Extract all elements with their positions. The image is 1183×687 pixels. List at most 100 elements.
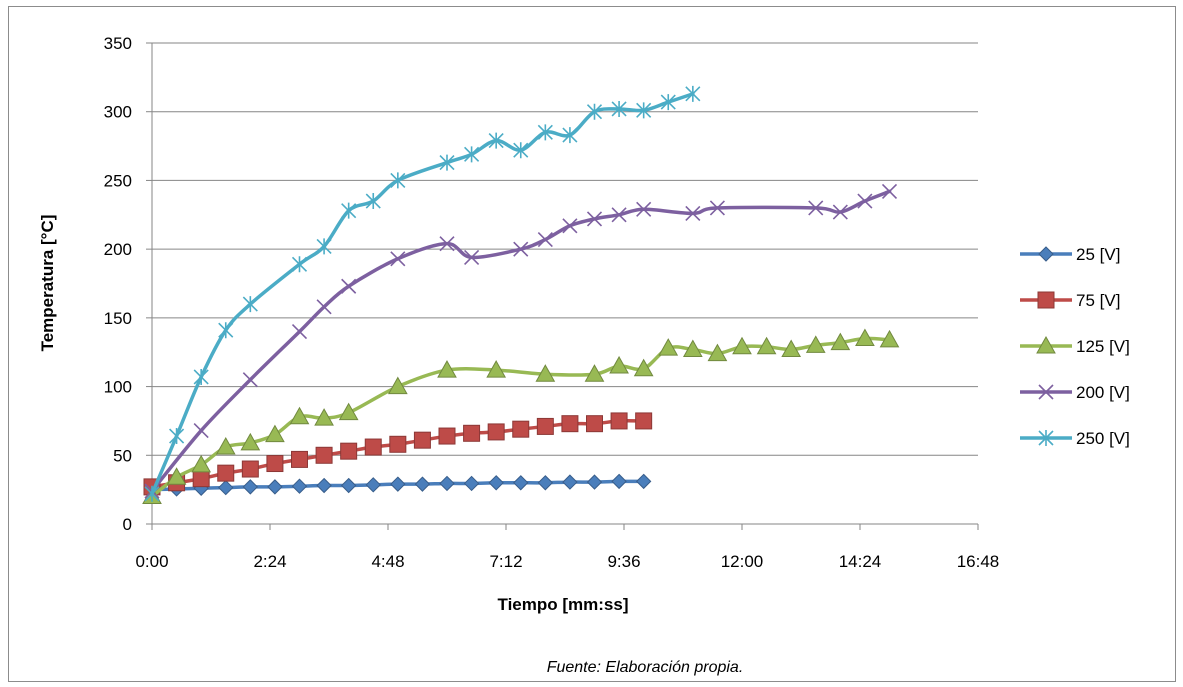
y-tick-label: 350 (104, 34, 132, 53)
data-point (832, 204, 848, 220)
x-tick-label: 0:00 (135, 552, 168, 571)
data-point (488, 475, 504, 491)
data-point (289, 406, 310, 425)
legend-marker (1036, 335, 1056, 354)
data-point (166, 467, 187, 485)
data-point (463, 475, 480, 492)
y-tick-label: 200 (104, 240, 132, 259)
data-point (365, 193, 381, 210)
data-point (636, 201, 652, 217)
data-point (488, 132, 504, 149)
data-point (218, 479, 234, 496)
data-point (316, 238, 332, 255)
data-point (685, 205, 701, 221)
x-tick-label: 4:48 (371, 552, 404, 571)
legend-label: 25 [V] (1076, 245, 1120, 264)
data-point (537, 475, 554, 491)
data-point (340, 442, 358, 460)
data-point (535, 364, 556, 382)
data-point (513, 475, 529, 491)
legend-marker (1038, 384, 1054, 400)
data-point (609, 355, 629, 374)
data-point (537, 231, 553, 248)
data-point (561, 415, 579, 433)
data-point (682, 339, 703, 357)
data-point (240, 432, 261, 451)
data-point (193, 368, 209, 385)
data-point (513, 142, 529, 159)
data-point (707, 343, 728, 362)
data-point (855, 328, 875, 346)
data-point (439, 154, 455, 171)
data-point (633, 358, 654, 377)
legend-item: 75 [V] (1020, 291, 1120, 310)
data-point (241, 460, 259, 478)
data-point (193, 422, 209, 439)
data-point (438, 427, 456, 445)
data-point (635, 473, 652, 490)
data-point (611, 100, 627, 117)
data-point (584, 364, 605, 382)
x-tick-label: 16:48 (957, 552, 1000, 571)
x-tick-label: 12:00 (721, 552, 764, 571)
x-tick-label: 14:24 (839, 552, 882, 571)
legend-marker (1037, 291, 1055, 309)
data-point (390, 476, 406, 492)
data-point (242, 296, 258, 313)
legend-item: 250 [V] (1020, 429, 1130, 448)
data-point (341, 202, 357, 219)
data-point (586, 211, 603, 227)
data-point (808, 200, 824, 216)
data-point (315, 446, 333, 464)
data-point (635, 412, 653, 430)
series-line (150, 336, 892, 499)
data-point (169, 428, 185, 445)
legend: 25 [V] 75 [V] 125 [V] 200 [V] 250 [V] (1020, 245, 1130, 448)
series-layer (142, 85, 900, 505)
data-point (144, 485, 160, 502)
gridlines (152, 42, 978, 456)
data-point (191, 454, 212, 473)
data-point (879, 329, 900, 348)
data-point (857, 193, 873, 209)
data-point (364, 438, 382, 456)
data-point (439, 236, 455, 252)
legend-label: 75 [V] (1076, 291, 1120, 310)
legend-marker (1038, 246, 1054, 262)
data-point (338, 402, 359, 421)
data-point (316, 477, 332, 494)
legend-label: 250 [V] (1076, 429, 1130, 448)
y-axis-title: Temperatura [°C] (38, 215, 57, 352)
data-point (464, 249, 480, 265)
legend-item: 25 [V] (1020, 245, 1120, 264)
data-point (439, 475, 455, 492)
data-point (267, 479, 283, 495)
y-tick-label: 300 (104, 103, 132, 122)
legend-item: 200 [V] (1020, 383, 1130, 402)
axes: 0 50 100 150 200 250 300 350 0:00 2:24 4:48 7:12 9:3… (104, 34, 1000, 571)
data-point (291, 450, 308, 468)
data-point (536, 417, 554, 435)
data-point (242, 479, 259, 495)
data-point (781, 339, 802, 357)
legend-label: 125 [V] (1076, 337, 1130, 356)
data-point (586, 474, 603, 490)
data-point (217, 464, 235, 482)
data-point (486, 360, 507, 378)
y-tick-label: 150 (104, 309, 132, 328)
legend-item: 125 [V] (1020, 335, 1130, 356)
data-point (291, 256, 308, 273)
data-point (830, 332, 851, 351)
data-point (805, 335, 826, 353)
x-tick-label: 9:36 (607, 552, 640, 571)
data-point (537, 124, 553, 141)
data-point (636, 102, 652, 119)
source-note: Fuente: Elaboración propia. (547, 659, 744, 676)
y-tick-label: 100 (104, 378, 132, 397)
data-point (732, 336, 752, 355)
data-point (437, 360, 457, 378)
data-point (881, 183, 898, 199)
data-point (414, 476, 431, 492)
data-point (562, 218, 578, 234)
